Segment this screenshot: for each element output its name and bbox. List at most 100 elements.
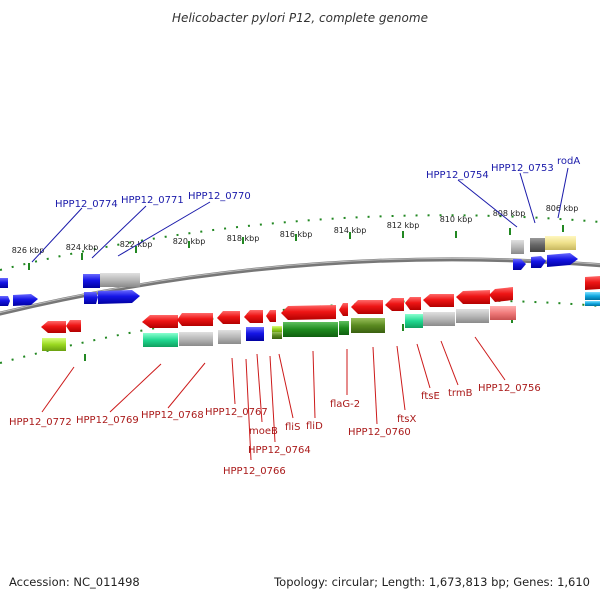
tick-label: 820 kbp: [173, 237, 206, 246]
gene-arrow-reverse[interactable]: [142, 315, 178, 328]
gene-box-gray[interactable]: [511, 240, 524, 254]
major-tick: [242, 237, 244, 244]
gene-arrow-reverse[interactable]: [489, 287, 513, 302]
gene-box-forward[interactable]: [83, 274, 100, 288]
reverse-strand-genes: [41, 287, 516, 351]
tick-label: 824 kbp: [66, 243, 99, 252]
gene-arrow-forward[interactable]: [13, 294, 38, 306]
gene-box-gray[interactable]: [218, 330, 241, 344]
gene-label-bottom[interactable]: HPP12_0766: [223, 466, 286, 477]
tick-label: 810 kbp: [440, 215, 473, 224]
gene-arrow-reverse[interactable]: [177, 313, 213, 326]
tick-label: 826 kbp: [12, 246, 45, 255]
gene-box-olive[interactable]: [272, 332, 282, 339]
topology-text: Topology: circular; Length: 1,673,813 bp…: [273, 575, 590, 589]
gene-label-top[interactable]: HPP12_0753: [491, 163, 554, 174]
gene-arrow-forward[interactable]: [513, 259, 526, 270]
gene-label-bottom[interactable]: HPP12_0772: [9, 417, 72, 428]
major-tick: [455, 231, 457, 238]
accession-text: Accession: NC_011498: [9, 575, 140, 589]
gene-label-top[interactable]: HPP12_0771: [121, 195, 184, 206]
gene-box-gray[interactable]: [100, 273, 140, 287]
gene-label-bottom[interactable]: flaG-2: [330, 399, 360, 410]
gene-box-lime[interactable]: [272, 326, 282, 332]
gene-label-bottom[interactable]: HPP12_0767: [205, 407, 268, 418]
gene-arrow-forward[interactable]: [547, 253, 578, 267]
gene-box-cyan[interactable]: [585, 292, 600, 300]
tick-label: 806 kbp: [546, 204, 579, 213]
major-tick: [562, 225, 564, 232]
gene-label-bottom[interactable]: HPP12_0769: [76, 415, 139, 426]
gene-box-dark[interactable]: [530, 238, 545, 252]
gene-label-bottom[interactable]: fliD: [306, 421, 323, 432]
gene-arrow-reverse[interactable]: [456, 290, 490, 304]
gene-box-olive[interactable]: [351, 318, 385, 333]
gene-box-forward[interactable]: [246, 327, 264, 341]
gene-arrow-forward[interactable]: [0, 278, 8, 288]
gene-box-gray[interactable]: [423, 312, 455, 326]
inner-major-tick: [402, 324, 404, 331]
gene-box-teal[interactable]: [143, 333, 178, 347]
gene-box-green[interactable]: [339, 321, 349, 335]
gene-arrow-reverse[interactable]: [351, 300, 383, 314]
gene-arrow-reverse[interactable]: [244, 310, 263, 323]
major-tick: [188, 241, 190, 248]
gene-box-lime[interactable]: [42, 338, 66, 351]
gene-arrow-forward[interactable]: [0, 296, 10, 306]
gene-arrow-forward[interactable]: [98, 290, 140, 304]
inner-major-tick: [84, 354, 86, 361]
gene-label-bottom[interactable]: HPP12_0756: [478, 383, 541, 394]
major-tick: [402, 231, 404, 238]
gene-label-bottom[interactable]: fliS: [285, 422, 300, 433]
gene-label-bottom[interactable]: trmB: [448, 388, 473, 399]
gene-arrow-reverse[interactable]: [281, 305, 336, 320]
gene-label-top[interactable]: HPP12_0770: [188, 191, 251, 202]
forward-strand-genes: [0, 236, 600, 306]
gene-label-bottom[interactable]: HPP12_0760: [348, 427, 411, 438]
tick-label: 816 kbp: [280, 230, 313, 239]
major-tick: [349, 232, 351, 239]
gene-box-green[interactable]: [283, 322, 338, 337]
gene-arrow-reverse[interactable]: [266, 310, 276, 322]
gene-box-yellow[interactable]: [545, 236, 576, 250]
tick-label: 822 kbp: [120, 240, 153, 249]
gene-arrow-forward[interactable]: [531, 256, 546, 268]
gene-box-cyan[interactable]: [585, 301, 600, 306]
tick-label: 818 kbp: [227, 234, 260, 243]
gene-arrow-reverse[interactable]: [217, 311, 240, 324]
top-leader-lines: [31, 167, 569, 263]
gene-label-bottom[interactable]: HPP12_0764: [248, 445, 311, 456]
gene-arrow-reverse[interactable]: [339, 303, 348, 316]
major-tick: [509, 228, 511, 235]
major-tick: [28, 263, 30, 270]
gene-label-bottom[interactable]: moeB: [249, 426, 278, 437]
major-tick: [295, 234, 297, 241]
gene-arrow-reverse[interactable]: [41, 321, 66, 333]
major-tick: [135, 246, 137, 253]
tick-label: 812 kbp: [387, 221, 420, 230]
genome-backbone-highlight: [0, 257, 600, 314]
gene-arrow-forward-edge[interactable]: [585, 276, 600, 290]
gene-arrow-forward[interactable]: [84, 292, 98, 304]
tick-label: 814 kbp: [334, 226, 367, 235]
gene-arrow-reverse[interactable]: [405, 297, 421, 310]
gene-label-bottom[interactable]: ftsE: [421, 391, 440, 402]
gene-box-gray[interactable]: [456, 309, 489, 323]
gene-arrow-reverse[interactable]: [385, 298, 404, 311]
gene-box-teal[interactable]: [405, 314, 423, 328]
gene-label-bottom[interactable]: HPP12_0768: [141, 410, 204, 421]
major-tick: [81, 253, 83, 260]
gene-box-pink[interactable]: [490, 306, 516, 320]
gene-label-top[interactable]: rodA: [557, 156, 580, 167]
gene-label-top[interactable]: HPP12_0774: [55, 199, 118, 210]
bottom-leader-lines: [41, 336, 506, 461]
map-title: Helicobacter pylori P12, complete genome: [172, 11, 428, 25]
gene-arrow-reverse[interactable]: [66, 320, 81, 332]
gene-arrow-reverse[interactable]: [423, 294, 454, 307]
gene-label-top[interactable]: HPP12_0754: [426, 170, 489, 181]
gene-label-bottom[interactable]: ftsX: [397, 414, 416, 425]
gene-box-gray[interactable]: [179, 332, 213, 346]
tick-label: 808 kbp: [493, 209, 526, 218]
